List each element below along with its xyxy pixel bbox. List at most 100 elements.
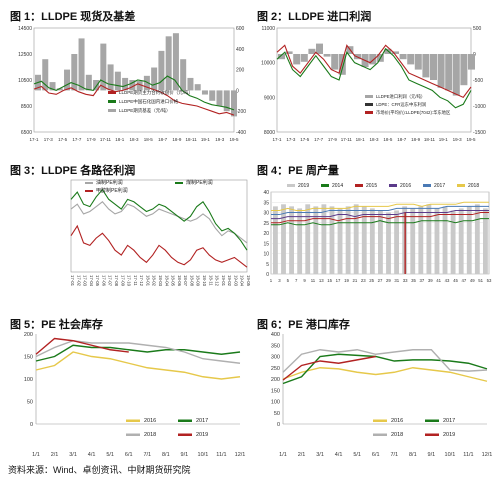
fig2-yright-tick: 500	[473, 26, 482, 32]
fig6-chart: 0 50 100 150 200 250 300 350 400 1/1 2/1 3/1 4/1 5/1 6…	[271, 332, 493, 458]
c6-y-tick: 400	[271, 332, 280, 338]
fig2-series-red	[276, 44, 472, 99]
c6-y-tick: 350	[271, 343, 280, 349]
c5-legend-swatch	[178, 433, 192, 436]
fig2-profit-bar	[293, 54, 301, 65]
fig4-legend-swatch	[355, 184, 363, 187]
fig2-chart: 800090001000011000-1500-1000-500050017-1…	[261, 26, 486, 142]
fig2-plot-frame	[276, 27, 472, 133]
fig1-yleft-tick: 8500	[21, 104, 32, 110]
fig1-legend-label: LLDPE期货主力合约收盘价（元/吨）	[119, 89, 193, 96]
fig3-legend-swatch	[85, 182, 93, 184]
fig2-x-tick: 19-5	[466, 137, 476, 142]
c5-legend-label: 2018	[144, 432, 156, 438]
fig4-title: 图 4：PE 周产量	[257, 165, 339, 177]
fig3-legend-label: 煤制PE利润	[186, 179, 213, 186]
c6-y-tick: 150	[271, 388, 280, 394]
fig4-line-2017	[271, 205, 489, 216]
fig3-x-tick: 18-12	[215, 275, 220, 287]
c6-legend-label: 2018	[391, 432, 403, 438]
fig4-x-tick: 49	[470, 278, 475, 283]
fig3-x-tick: 19-05	[246, 275, 251, 287]
fig1-plot-frame	[33, 27, 235, 133]
fig3-x-tick: 19-03	[233, 275, 238, 287]
fig1-basis-bar	[223, 90, 230, 112]
fig1-x-tick: 17-3	[44, 137, 54, 142]
fig4-legend-swatch	[423, 184, 431, 187]
c6-legend-swatch	[425, 419, 439, 422]
fig2-yleft-tick: 8000	[264, 130, 275, 136]
c6-y-tick: 0	[277, 422, 280, 428]
fig2-yleft-tick: 11000	[261, 26, 275, 32]
fig4-bar-2019	[353, 204, 359, 274]
fig1-chart: 6500 8500 10500 12500 14500 -400 -200 0 200 400 60…	[18, 26, 246, 142]
fig3-legend-label: 油制PE利润	[96, 179, 123, 186]
fig1-x-tick: 18-9	[172, 137, 182, 142]
fig5-title: 图 5：PE 社会库存	[10, 319, 103, 331]
fig1-basis-bar	[187, 77, 194, 91]
fig4-x-tick: 33	[403, 278, 408, 283]
fig2-profit-bar	[452, 54, 460, 96]
fig4-bar-2019	[281, 204, 286, 274]
c5-legend-label: 2019	[196, 432, 208, 438]
fig5-chart: 0 50 100 150 200 1/1 2/1 3/1 4/1 5/1 6/1 7/1 8/1 9/1 1…	[24, 332, 246, 458]
fig1-basis-bar	[216, 90, 223, 106]
fig3-chart: 17-01 17-02 17-03 17-04 17-05 17-06 17-07 17-08…	[70, 179, 251, 287]
fig3-x-tick: 19-02	[227, 275, 232, 287]
fig4-bar-2019	[289, 206, 294, 274]
fig3-line-2	[70, 224, 248, 268]
fig3-x-tick: 18-02	[152, 275, 157, 287]
fig1-legend-swatch	[108, 91, 116, 94]
fig3-x-tick: 17-10	[127, 275, 132, 287]
fig1-basis-bar	[172, 33, 179, 91]
fig1-basis-bar	[231, 90, 237, 117]
fig1-legend-swatch	[108, 109, 116, 112]
fig2-profit-bar	[278, 54, 285, 60]
fig1-yright-tick: -200	[236, 109, 246, 115]
c5-x-tick: 10/1	[198, 452, 209, 458]
fig4-x-tick: 17	[336, 278, 341, 283]
fig1-x-tick: 19-3	[215, 137, 225, 142]
fig3-x-tick: 17-01	[70, 275, 75, 287]
fig4-bar-2019	[313, 206, 319, 274]
fig1-basis-bar	[122, 77, 129, 91]
c6-x-tick: 7/1	[390, 452, 398, 458]
c6-y-tick: 50	[274, 411, 280, 417]
c6-legend-swatch	[425, 433, 439, 436]
fig4-legend-label: 2019	[298, 183, 309, 189]
fig1-basis-bar	[85, 74, 92, 91]
c5-x-tick: 8/1	[162, 452, 170, 458]
fig4-y-tick: 25	[263, 221, 269, 227]
fig2-x-tick: 17-9	[328, 137, 338, 142]
fig4-x-tick: 43	[445, 278, 450, 283]
c5-x-tick: 7/1	[143, 452, 151, 458]
fig4-bar-2019	[434, 208, 440, 274]
fig4-bar-2019	[466, 206, 472, 274]
fig4-bar-2019	[483, 208, 488, 274]
fig4-x-tick: 25	[369, 278, 374, 283]
fig1-x-tick: 18-1	[115, 137, 125, 142]
fig4-bar-2019	[458, 208, 464, 274]
fig2-profit-bar	[460, 54, 468, 86]
fig4-y-tick: 0	[266, 272, 269, 278]
fig1-basis-bar	[49, 82, 56, 91]
fig1-yleft-tick: 12500	[18, 52, 32, 58]
fig4-x-tick: 15	[327, 278, 332, 283]
fig4-x-tick: 21	[352, 278, 357, 283]
fig4-line-2018	[271, 201, 489, 211]
fig1-yright-tick: 600	[236, 26, 245, 32]
fig4-y-tick: 20	[263, 231, 269, 237]
fig4-bar-2019	[450, 210, 456, 274]
fig3-line-0	[70, 201, 248, 244]
c6-x-tick: 8/1	[409, 452, 417, 458]
fig2-x-tick: 17-5	[300, 137, 310, 142]
fig3-x-tick: 18-01	[145, 275, 150, 287]
c5-y-tick: 200	[24, 332, 33, 338]
fig4-legend-swatch	[389, 184, 397, 187]
fig3-x-tick: 18-10	[202, 275, 207, 287]
fig2-profit-bar	[323, 54, 331, 57]
fig1-basis-bar	[64, 69, 71, 91]
fig2-profit-bar	[422, 54, 430, 78]
fig1-basis-bar	[93, 80, 100, 91]
c6-legend-label: 2017	[443, 418, 455, 424]
